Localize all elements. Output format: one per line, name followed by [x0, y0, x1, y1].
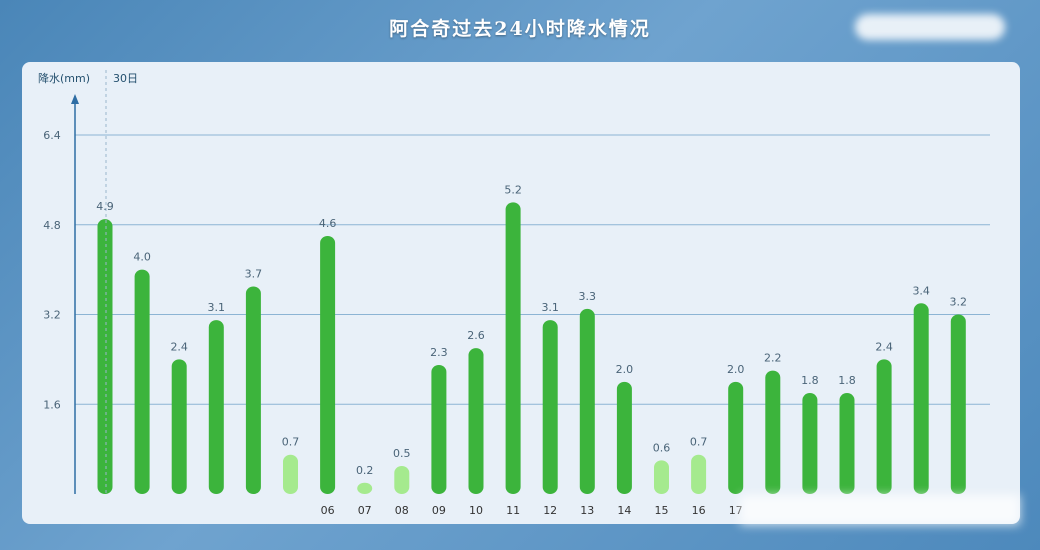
- y-tick-label: 1.6: [43, 398, 61, 411]
- bar-value-label: 0.5: [393, 447, 411, 460]
- chart-title: 阿合奇过去24小时降水情况: [389, 18, 651, 40]
- watermark-blur: [740, 495, 1020, 525]
- bar: [171, 359, 187, 494]
- x-tick-label: 11: [506, 504, 520, 517]
- bar: [505, 202, 521, 494]
- bar-value-label: 3.1: [208, 301, 226, 314]
- bar: [134, 269, 150, 494]
- bar: [876, 359, 892, 494]
- bar: [616, 381, 632, 494]
- bar: [208, 320, 224, 494]
- bar: [913, 303, 929, 494]
- y-tick-label: 6.4: [43, 129, 61, 142]
- bar-value-label: 3.2: [950, 296, 968, 309]
- x-tick-label: 12: [543, 504, 557, 517]
- bar: [802, 393, 818, 494]
- x-tick-label: 16: [692, 504, 706, 517]
- y-tick-label: 3.2: [43, 309, 61, 322]
- x-tick-label: 06: [321, 504, 335, 517]
- bar-value-label: 3.3: [579, 290, 597, 303]
- x-tick-label: 13: [580, 504, 594, 517]
- bar-value-label: 2.4: [875, 340, 893, 353]
- bar: [283, 454, 298, 494]
- x-tick-label: 14: [617, 504, 631, 517]
- bar-value-label: 1.8: [838, 374, 856, 387]
- bar-value-label: 2.0: [727, 363, 745, 376]
- bar: [691, 454, 707, 494]
- bar: [245, 286, 261, 494]
- x-tick-label: 17: [729, 504, 743, 517]
- bar: [431, 364, 447, 494]
- bar-value-label: 4.9: [96, 200, 114, 213]
- grid-layer: 6.4 4.8 3.2 1.6: [43, 129, 990, 411]
- bar: [468, 348, 484, 494]
- bar: [579, 308, 595, 494]
- bar: [765, 370, 781, 494]
- bar-value-label: 2.3: [430, 346, 448, 359]
- bar-value-label: 2.4: [170, 340, 188, 353]
- bar-layer: [97, 202, 966, 494]
- bar: [654, 460, 669, 494]
- bar-value-label: 2.2: [764, 352, 782, 365]
- watermark-logo: [855, 14, 1005, 40]
- bar-value-label: 0.7: [282, 436, 300, 449]
- axis-layer: 降水(mm) 30日: [38, 70, 138, 494]
- bar-value-label: 1.8: [801, 374, 819, 387]
- bar-value-label: 3.1: [541, 301, 559, 314]
- x-tick-label: 15: [655, 504, 669, 517]
- bar-value-label: 2.6: [467, 329, 485, 342]
- y-axis-arrow: [71, 94, 79, 104]
- bar: [542, 320, 558, 494]
- bar-value-label: 0.2: [356, 464, 374, 477]
- bar: [394, 465, 410, 494]
- bar: [97, 219, 113, 494]
- x-tick-label: 09: [432, 504, 446, 517]
- x-tick-label: 10: [469, 504, 483, 517]
- bar: [950, 314, 966, 494]
- bar-value-label: 4.6: [319, 217, 337, 230]
- bar-value-label: 0.6: [653, 441, 671, 454]
- bar: [728, 381, 744, 494]
- bar: [839, 393, 855, 494]
- bar-value-label: 3.7: [245, 267, 263, 280]
- bar: [320, 235, 336, 494]
- bar-value-label: 4.0: [133, 251, 151, 264]
- y-tick-label: 4.8: [43, 219, 61, 232]
- bar: [357, 482, 373, 494]
- date-label: 30日: [113, 72, 138, 85]
- bar-value-label: 3.4: [912, 284, 930, 297]
- x-tick-label: 07: [358, 504, 372, 517]
- bar-value-label: 0.7: [690, 436, 708, 449]
- label-layer: 4.9 4.0 2.4 3.1 3.7 0.7 4.6 06 0.2 07 0.5 08 2.3 09 2.…: [96, 183, 967, 517]
- bar-value-label: 5.2: [504, 183, 522, 196]
- bar-value-label: 2.0: [616, 363, 634, 376]
- x-tick-label: 08: [395, 504, 409, 517]
- y-axis-label: 降水(mm): [38, 71, 90, 85]
